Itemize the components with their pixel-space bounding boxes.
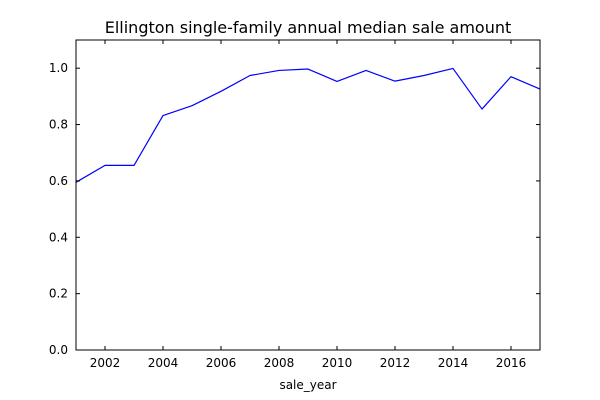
- x-tick-label-2016: 2016: [496, 356, 527, 370]
- data-point-2016: [509, 75, 513, 79]
- x-tick-label-2006: 2006: [206, 356, 237, 370]
- x-tick-label-2008: 2008: [264, 356, 295, 370]
- y-tick-label-1: 0.2: [49, 287, 68, 301]
- ticks-layer: 2002 2004 2006 2008 2010 2012 2014 2016 0.0 0.2 0.…: [49, 40, 540, 370]
- y-tick-label-2: 0.4: [49, 230, 68, 244]
- x-tick-label-2014: 2014: [438, 356, 469, 370]
- data-point-2014: [451, 66, 455, 70]
- data-point-2013: [422, 74, 426, 78]
- y-tick-label-5: 1.0: [49, 61, 68, 75]
- x-tick-label-2010: 2010: [322, 356, 353, 370]
- data-point-2009: [306, 67, 310, 71]
- data-point-2008: [277, 68, 281, 72]
- data-point-2012: [393, 79, 397, 83]
- x-tick-label-2012: 2012: [380, 356, 411, 370]
- data-point-2010: [335, 79, 339, 83]
- y-tick-label-4: 0.8: [49, 118, 68, 132]
- data-point-2006: [219, 89, 223, 93]
- data-point-2011: [364, 68, 368, 72]
- chart-title: Ellington single-family annual median sa…: [105, 18, 512, 37]
- x-axis-label: sale_year: [279, 378, 336, 392]
- series-layer: [75, 66, 541, 183]
- data-point-2007: [248, 74, 252, 78]
- series-line-0: [75, 67, 541, 183]
- plot-frame: [75, 39, 541, 351]
- x-tick-label-2004: 2004: [148, 356, 179, 370]
- data-point-2002: [103, 163, 107, 167]
- y-tick-label-3: 0.6: [49, 174, 68, 188]
- y-tick-label-0: 0.0: [49, 343, 68, 357]
- data-point-2004: [161, 114, 165, 118]
- data-point-2015: [480, 107, 484, 111]
- data-point-2005: [190, 104, 194, 108]
- data-point-2003: [132, 163, 136, 167]
- x-tick-label-2002: 2002: [90, 356, 121, 370]
